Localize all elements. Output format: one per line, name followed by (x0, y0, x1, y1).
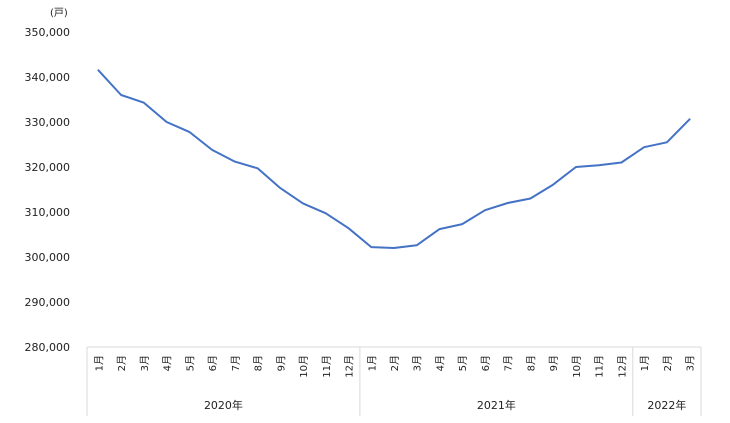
x-category-label: 10月 (298, 355, 310, 378)
y-tick-label: 310,000 (25, 206, 71, 219)
x-category-label: 8月 (525, 355, 537, 371)
x-category-label: 7月 (503, 355, 515, 371)
x-category-label: 5月 (184, 355, 196, 371)
y-tick-label: 350,000 (25, 26, 71, 39)
x-category-label: 8月 (253, 355, 265, 371)
y-tick-label: 280,000 (25, 341, 71, 354)
x-category-label: 4月 (434, 355, 446, 371)
x-category-label: 4月 (162, 355, 174, 371)
x-axis-category-labels: 1月 2月 3月 4月 5月 6月 7月 8月 9月 10月 11月 12月 1月 2月 3月 4月 5月 6月 7… (93, 355, 696, 378)
x-category-label: 11月 (594, 355, 606, 378)
x-category-label: 2月 (116, 355, 128, 371)
x-category-label: 9月 (548, 355, 560, 371)
x-category-label: 11月 (321, 355, 333, 378)
x-category-label: 3月 (412, 355, 424, 371)
x-category-label: 9月 (275, 355, 287, 371)
y-tick-label: 320,000 (25, 161, 71, 174)
y-tick-label: 330,000 (25, 116, 71, 129)
y-axis-ticks: 350,000 340,000 330,000 320,000 310,000 300,0… (25, 26, 71, 354)
year-group-label: 2021年 (477, 398, 516, 412)
x-category-label: 3月 (685, 355, 697, 371)
series-line (97, 69, 691, 249)
year-group-label: 2020年 (204, 398, 243, 412)
year-group-label: 2022年 (647, 398, 686, 412)
x-category-label: 10月 (571, 355, 583, 378)
x-category-label: 3月 (139, 355, 151, 371)
x-category-label: 1月 (93, 355, 105, 371)
x-category-label: 1月 (366, 355, 378, 371)
x-category-label: 7月 (230, 355, 242, 371)
x-category-label: 6月 (207, 355, 219, 371)
y-tick-label: 300,000 (25, 251, 71, 264)
x-category-label: 2月 (662, 355, 674, 371)
x-category-label: 6月 (480, 355, 492, 371)
x-category-label: 1月 (639, 355, 651, 371)
x-axis-year-groups: 2020年 2021年 2022年 (204, 398, 686, 412)
y-tick-label: 340,000 (25, 71, 71, 84)
x-axis (86, 346, 702, 416)
x-category-label: 2月 (389, 355, 401, 371)
x-category-label: 12月 (616, 355, 628, 378)
y-tick-label: 290,000 (25, 296, 71, 309)
x-category-label: 5月 (457, 355, 469, 371)
y-axis-unit-label: (戸) (50, 7, 68, 19)
x-category-label: 12月 (344, 355, 356, 378)
